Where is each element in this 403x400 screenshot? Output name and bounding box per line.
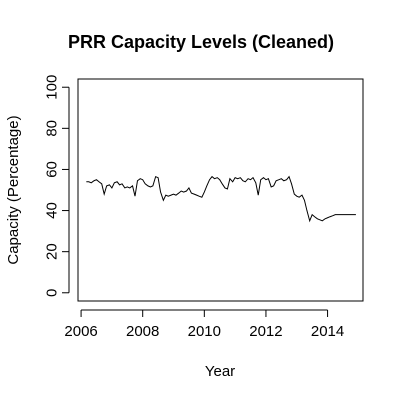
y-tick-label: 80	[44, 120, 61, 137]
x-tick-label: 2006	[64, 323, 97, 340]
x-axis-ticks: 2006 2008 2010 2012 2014	[64, 310, 344, 340]
series-line-capacity	[86, 175, 356, 223]
x-axis-label: Year	[205, 363, 235, 380]
chart-title: PRR Capacity Levels (Cleaned)	[68, 32, 334, 52]
x-tick-label: 2008	[126, 323, 159, 340]
y-tick-label: 60	[44, 161, 61, 178]
y-tick-label: 40	[44, 202, 61, 219]
y-tick-label: 100	[44, 75, 61, 100]
y-tick-label: 20	[44, 243, 61, 260]
y-axis-ticks: 0 20 40 60 80 100	[44, 75, 69, 297]
y-tick-label: 0	[44, 289, 61, 297]
x-tick-label: 2012	[249, 323, 282, 340]
x-tick-label: 2010	[188, 323, 221, 340]
plot-frame	[77, 78, 364, 302]
x-tick-label: 2014	[311, 323, 344, 340]
y-axis-label: Capacity (Percentage)	[5, 115, 22, 264]
